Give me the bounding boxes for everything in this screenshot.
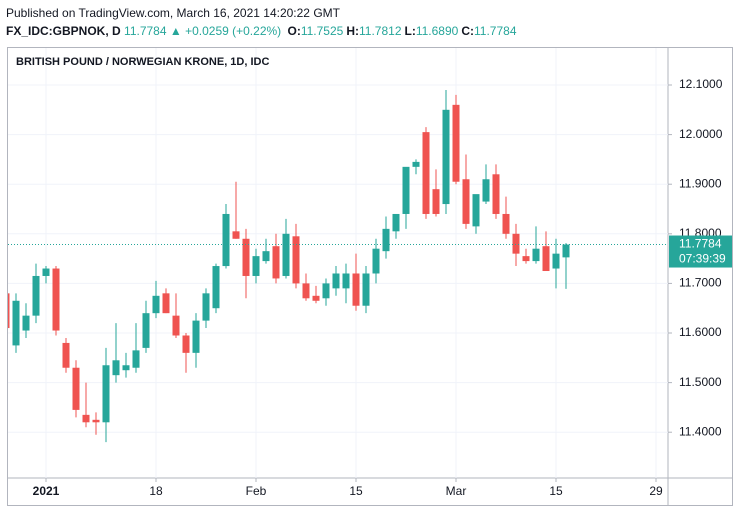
candle-body <box>22 315 30 331</box>
candle-body <box>332 273 340 289</box>
x-tick-label: 15 <box>549 484 563 498</box>
x-tick-label: Feb <box>246 484 267 498</box>
y-tick-label: 12.1000 <box>679 77 723 91</box>
axes: 11.400011.500011.600011.700011.800011.90… <box>33 77 732 498</box>
last-price-label: 11.7784 <box>679 237 722 251</box>
x-tick-label: 18 <box>149 484 163 498</box>
plot <box>8 89 668 443</box>
candle-body <box>312 295 320 301</box>
candle-body <box>122 365 130 371</box>
x-tick-label: Mar <box>446 484 467 498</box>
ohlc-value: 11.6890 <box>415 24 459 38</box>
ohlc-key: O: <box>287 24 301 38</box>
candle-body <box>192 320 200 353</box>
candle-body <box>52 268 60 331</box>
candle-body <box>342 273 350 289</box>
y-tick-label: 11.9000 <box>679 176 722 190</box>
x-tick-label: 2021 <box>33 484 60 498</box>
ohlc-key: C: <box>461 24 475 38</box>
candle-body <box>62 342 70 368</box>
candle-body <box>242 238 250 276</box>
candle-body <box>282 233 290 276</box>
grid <box>8 48 668 478</box>
ohlc: O:11.7525 H:11.7812 L:11.6890 C:11.7784 <box>285 24 517 38</box>
ohlc-key: H: <box>346 24 360 38</box>
candle-body <box>442 109 450 205</box>
candle-body <box>462 179 470 224</box>
candle-body <box>82 414 90 423</box>
candle-body <box>362 273 370 306</box>
countdown: 07:39:39 <box>679 252 726 266</box>
chart-title: BRITISH POUND / NORWEGIAN KRONE, 1D, IDC <box>16 56 269 68</box>
candle-body <box>222 213 230 267</box>
ohlc-value: 11.7525 <box>300 24 344 38</box>
candle-body <box>382 228 390 252</box>
frame <box>7 47 733 506</box>
ohlc-key: L: <box>404 24 416 38</box>
ohlc-value: 11.7784 <box>474 24 517 38</box>
candle-body <box>32 275 40 316</box>
candle-body <box>162 293 170 314</box>
candle-body <box>422 132 430 214</box>
candle-body <box>552 253 560 269</box>
candle-body <box>142 313 150 348</box>
candle-body <box>102 365 110 423</box>
candle-body <box>302 283 310 299</box>
candle-body <box>112 360 120 376</box>
y-tick-label: 11.6000 <box>679 325 722 339</box>
candle-body <box>452 104 460 182</box>
price: 11.7784 <box>124 24 167 38</box>
symbol: FX_IDC:GBPNOK, D <box>6 24 121 38</box>
candle-body <box>532 248 540 262</box>
candle-body <box>172 315 180 336</box>
y-tick-label: 11.5000 <box>679 375 722 389</box>
candle-body <box>202 293 210 321</box>
last-price-box <box>669 235 732 268</box>
candle-body <box>352 273 360 306</box>
candle-body <box>152 295 160 314</box>
ohlc-value: 11.7812 <box>359 24 402 38</box>
y-tick-label: 12.0000 <box>679 127 723 141</box>
candle-body <box>182 335 190 353</box>
y-tick-label: 11.4000 <box>679 424 722 438</box>
header: Published on TradingView.com, March 16, … <box>6 4 517 40</box>
candle-body <box>132 350 140 368</box>
candle-body <box>72 367 80 410</box>
candle-body <box>392 213 400 232</box>
y-tick-label: 11.7000 <box>679 276 722 290</box>
published: Published on TradingView.com, March 16, … <box>6 6 340 20</box>
candle-body <box>232 231 240 239</box>
x-tick-label: 29 <box>649 484 663 498</box>
candle-body <box>432 189 440 214</box>
candle-body <box>402 166 410 214</box>
candle-body <box>262 251 270 262</box>
candle-body <box>472 194 480 227</box>
candle-body <box>522 256 530 262</box>
candle-body <box>372 248 380 274</box>
candle-body <box>482 179 490 202</box>
candle-body <box>252 256 260 276</box>
x-tick-label: 15 <box>349 484 363 498</box>
candle-body <box>502 213 510 234</box>
candle-body <box>12 300 20 346</box>
symbol-line: FX_IDC:GBPNOK, D 11.7784 ▲ +0.0259 (+0.2… <box>6 22 517 40</box>
candle-body <box>212 266 220 309</box>
candle-body <box>272 246 280 279</box>
candle-body <box>412 161 420 167</box>
candle-body <box>512 233 520 254</box>
candle-body <box>562 244 570 258</box>
candle-body <box>42 268 50 276</box>
candle-body <box>322 283 330 299</box>
change: ▲ +0.0259 (+0.22%) <box>169 24 282 38</box>
candle-body <box>8 293 10 329</box>
candle-body <box>92 419 100 423</box>
candle-body <box>492 174 500 214</box>
candle-body <box>292 236 300 284</box>
candle-body <box>542 246 550 272</box>
